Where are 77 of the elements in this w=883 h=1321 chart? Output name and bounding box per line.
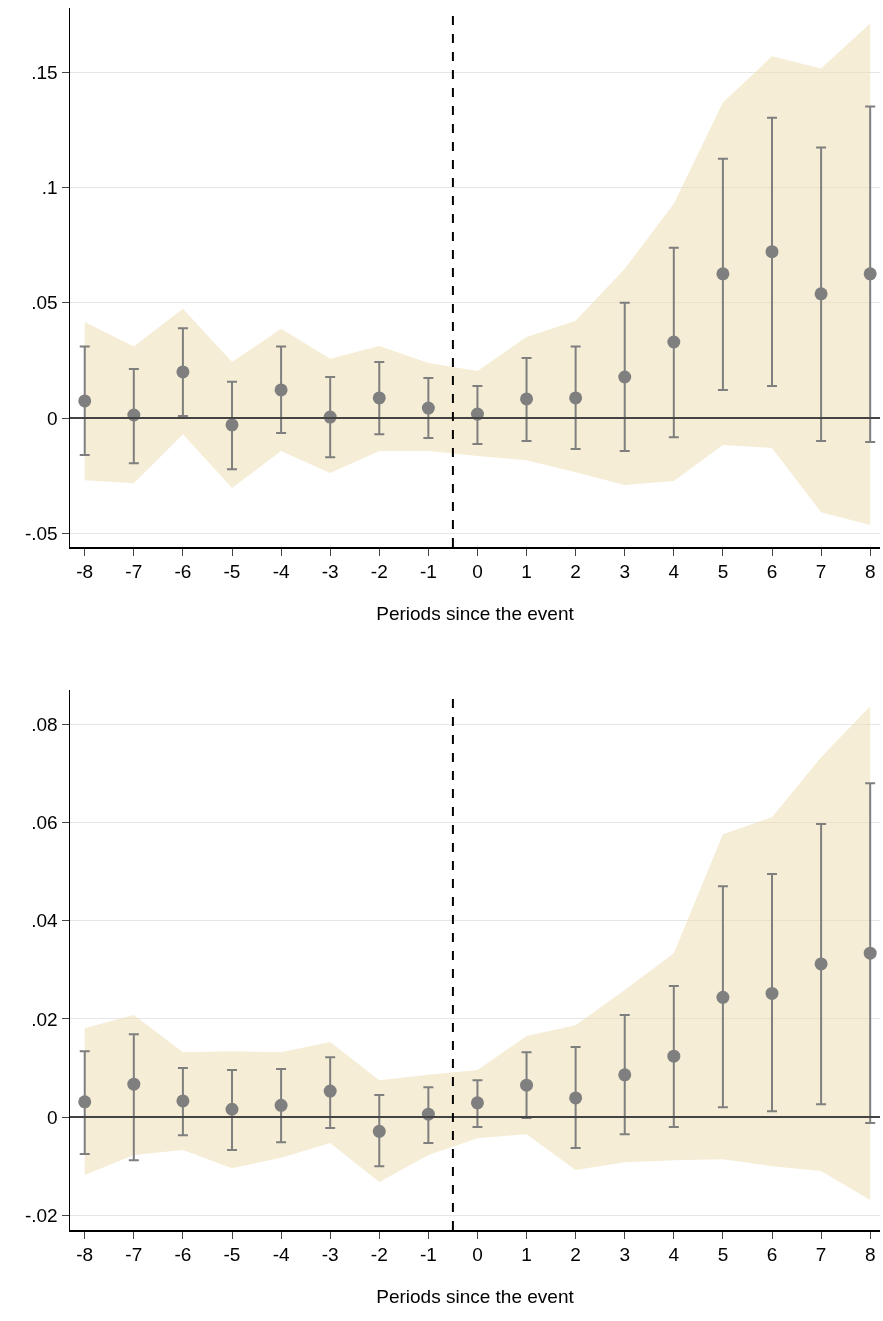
x-tick-label: -2 bbox=[370, 561, 388, 583]
point bbox=[274, 1098, 288, 1112]
point bbox=[863, 267, 877, 281]
x-tick-label: 1 bbox=[521, 1244, 532, 1266]
point bbox=[78, 394, 92, 408]
x-tick-label: -2 bbox=[370, 1244, 388, 1266]
x-tick-label: 8 bbox=[864, 1244, 876, 1266]
point bbox=[765, 245, 779, 259]
y-tick-label: .15 bbox=[31, 62, 58, 84]
point bbox=[176, 365, 190, 379]
x-tick-label: 0 bbox=[472, 1244, 483, 1266]
y-tick-label: .06 bbox=[31, 812, 58, 834]
x-tick-label: 8 bbox=[864, 561, 876, 583]
x-tick-label: 7 bbox=[815, 1244, 827, 1266]
x-tick-label: 4 bbox=[668, 561, 680, 583]
x-tick-label: 0 bbox=[472, 561, 483, 583]
point bbox=[520, 392, 534, 406]
point bbox=[176, 1094, 190, 1108]
x-axis-title: Periods since the event bbox=[376, 602, 575, 624]
x-tick-label: -8 bbox=[76, 561, 94, 583]
x-tick-label: -7 bbox=[125, 561, 143, 583]
point bbox=[520, 1078, 534, 1092]
x-tick-label: 3 bbox=[619, 1244, 631, 1266]
point bbox=[618, 1068, 632, 1082]
x-tick-label: 5 bbox=[717, 561, 729, 583]
x-tick-label: 2 bbox=[570, 561, 581, 583]
x-tick-label: 2 bbox=[570, 1244, 581, 1266]
y-tick-label: .02 bbox=[31, 1008, 58, 1030]
x-tick-label: 3 bbox=[619, 561, 631, 583]
x-tick-label: -1 bbox=[419, 561, 437, 583]
x-tick-label: -7 bbox=[125, 1244, 143, 1266]
x-tick-label: -5 bbox=[223, 561, 241, 583]
y-tick-label: 0 bbox=[47, 1106, 58, 1128]
x-tick-label: 4 bbox=[668, 1244, 680, 1266]
point bbox=[127, 1077, 141, 1091]
y-tick-label: .05 bbox=[31, 292, 58, 314]
point bbox=[618, 370, 632, 384]
point bbox=[765, 986, 779, 1000]
x-axis-title: Periods since the event bbox=[376, 1285, 575, 1307]
x-tick-label: -5 bbox=[223, 1244, 241, 1266]
y-tick-label: .04 bbox=[31, 910, 59, 932]
point bbox=[814, 957, 828, 971]
y-tick-label: 0 bbox=[47, 407, 58, 429]
y-tick-label: -.02 bbox=[24, 1204, 58, 1226]
point bbox=[569, 391, 583, 405]
x-tick-label: 7 bbox=[815, 561, 827, 583]
point bbox=[716, 990, 730, 1004]
point bbox=[274, 383, 288, 397]
x-tick-label: -3 bbox=[321, 1244, 339, 1266]
point bbox=[814, 287, 828, 301]
x-tick-label: 5 bbox=[717, 1244, 729, 1266]
y-tick-label: .08 bbox=[31, 714, 58, 736]
x-tick-label: -4 bbox=[272, 1244, 290, 1266]
x-tick-label: -8 bbox=[76, 1244, 94, 1266]
x-tick-label: -6 bbox=[174, 1244, 192, 1266]
x-tick-label: 1 bbox=[521, 561, 532, 583]
point bbox=[863, 946, 877, 960]
x-tick-label: 6 bbox=[766, 1244, 778, 1266]
y-tick-label: -.05 bbox=[24, 522, 58, 544]
x-tick-label: -1 bbox=[419, 1244, 437, 1266]
point bbox=[667, 1049, 681, 1063]
point bbox=[323, 1084, 337, 1098]
x-tick-label: 6 bbox=[766, 561, 778, 583]
point bbox=[372, 391, 386, 405]
x-tick-label: -3 bbox=[321, 561, 339, 583]
point bbox=[78, 1095, 92, 1109]
point bbox=[470, 1096, 484, 1110]
point bbox=[225, 1102, 239, 1116]
point bbox=[372, 1124, 386, 1138]
y-tick-label: .1 bbox=[41, 177, 58, 199]
point bbox=[225, 418, 239, 432]
x-tick-label: -4 bbox=[272, 561, 290, 583]
point bbox=[667, 335, 681, 349]
point bbox=[716, 267, 730, 281]
point bbox=[569, 1091, 583, 1105]
point bbox=[421, 401, 435, 415]
x-tick-label: -6 bbox=[174, 561, 192, 583]
